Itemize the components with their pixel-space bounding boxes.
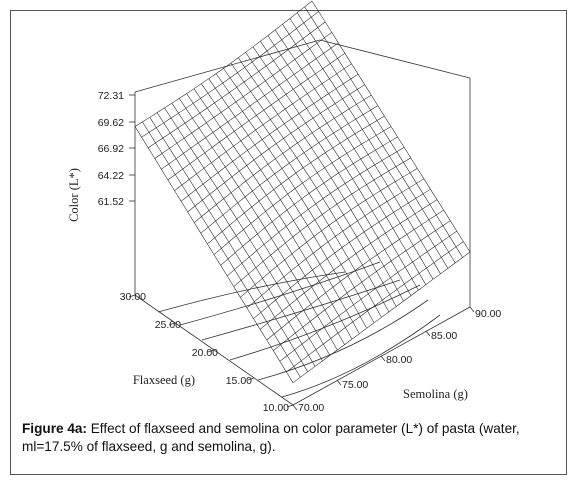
mesh-line — [282, 24, 441, 274]
surface-mesh — [134, 0, 471, 383]
flaxseed-tick-mark — [168, 322, 176, 326]
mesh-line — [200, 105, 378, 234]
mesh-line — [161, 42, 339, 170]
mesh-line — [259, 199, 438, 330]
semolina-tick-label: 80.00 — [386, 354, 412, 366]
z-tick-label: 64.22 — [98, 170, 124, 182]
mesh-line — [286, 241, 464, 373]
mesh-line — [148, 21, 326, 149]
flaxseed-tick-mark — [207, 349, 215, 353]
mesh-line — [246, 178, 425, 309]
semolina-tick-mark — [292, 404, 298, 411]
top-back-edge — [134, 39, 321, 93]
mesh-line — [274, 29, 434, 280]
mesh-line — [223, 68, 382, 318]
semolina-tick-label: 90.00 — [475, 308, 501, 320]
flaxseed-tick-mark — [286, 404, 294, 408]
z-tick-label: 61.52 — [98, 196, 124, 208]
mesh-line — [194, 94, 372, 223]
mesh-line — [187, 84, 365, 213]
mesh-line — [266, 209, 444, 341]
flaxseed-tick-label: 20.00 — [192, 347, 218, 359]
contour-line — [229, 284, 421, 361]
mesh-line — [174, 63, 352, 191]
z-tick-label: 72.31 — [98, 90, 124, 102]
figure-caption: Figure 4a: Effect of flaxseed and semoli… — [22, 420, 552, 456]
mesh-line — [171, 103, 331, 356]
semolina-axis-label: Semolina (g) — [403, 387, 468, 401]
semolina-tick-mark — [425, 330, 431, 337]
mesh-line — [253, 189, 431, 319]
mesh-line — [230, 62, 390, 313]
mesh-line — [154, 32, 332, 159]
z-axis-label: Color (L*) — [67, 168, 81, 222]
mesh-line — [179, 98, 338, 351]
mesh-line — [233, 157, 411, 287]
mesh-line — [220, 136, 398, 266]
flaxseed-tick-mark — [247, 377, 255, 381]
mesh-line — [240, 168, 418, 298]
mesh-line — [292, 251, 471, 383]
contour-line — [201, 279, 401, 341]
flaxseed-ticks — [128, 294, 294, 408]
mesh-line — [279, 230, 457, 362]
floor-contours — [157, 261, 441, 398]
mesh-line — [167, 53, 346, 181]
mesh-line — [252, 46, 412, 296]
mesh-line — [207, 115, 385, 245]
semolina-tick-mark — [336, 379, 342, 386]
caption-text: Effect of flaxseed and semolina on color… — [22, 421, 520, 454]
caption-label: Figure 4a: — [22, 421, 87, 436]
z-ticks — [129, 94, 135, 202]
flaxseed-tick-label: 25.00 — [155, 319, 181, 331]
mesh-line — [186, 93, 345, 345]
contour-line — [257, 299, 429, 381]
mesh-line — [193, 88, 353, 340]
mesh-line — [289, 18, 449, 269]
mesh-line — [180, 73, 359, 202]
mesh-line — [273, 220, 451, 351]
mesh-line — [208, 78, 367, 329]
mesh-line — [238, 57, 397, 307]
mesh-line — [134, 0, 313, 127]
semolina-tick-label: 70.00 — [298, 402, 324, 414]
semolina-ticks — [292, 306, 475, 411]
flaxseed-tick-mark — [128, 294, 136, 298]
mesh-line — [141, 11, 319, 138]
flaxseed-axis-label: Flaxseed (g) — [133, 373, 195, 387]
mesh-line — [304, 6, 463, 258]
top-right-edge — [319, 39, 471, 79]
mesh-line — [213, 126, 392, 255]
mesh-line — [227, 147, 405, 277]
semolina-tick-mark — [380, 355, 386, 362]
semolina-tick-mark — [469, 306, 475, 313]
mesh-line — [260, 41, 419, 291]
flaxseed-tick-label: 10.00 — [263, 402, 289, 414]
plot-box — [134, 39, 471, 406]
flaxseed-tick-label: 15.00 — [226, 375, 252, 387]
contour-line — [179, 261, 381, 326]
semolina-tick-label: 75.00 — [342, 379, 368, 391]
flaxseed-tick-label: 30.00 — [120, 291, 146, 303]
figure-frame — [10, 10, 567, 475]
z-tick-label: 69.62 — [98, 117, 124, 129]
mesh-line — [296, 12, 456, 264]
contour-line — [157, 271, 346, 313]
contour-line — [281, 314, 441, 398]
semolina-tick-label: 85.00 — [431, 330, 457, 342]
z-tick-label: 66.92 — [98, 143, 124, 155]
